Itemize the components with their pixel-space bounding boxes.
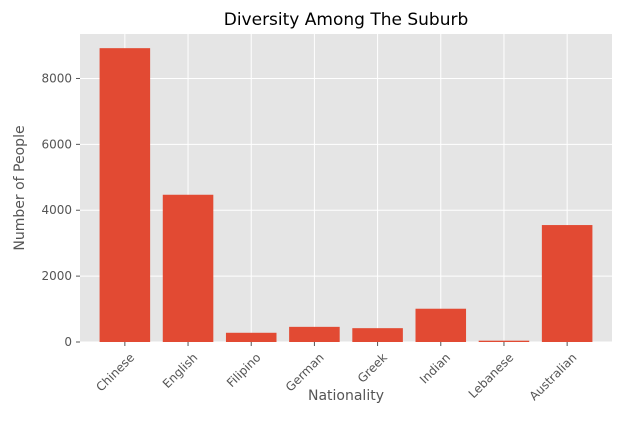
bar-chinese [99,48,151,343]
x-tick-label: Indian [417,350,453,386]
bar-indian [415,308,467,342]
x-tick-label: Greek [355,350,390,385]
bar-greek [352,328,403,342]
bars [99,48,593,343]
y-axis-label: Number of People [12,125,28,250]
x-tick-label: Australian [527,350,580,403]
bar-lebanese [478,340,530,342]
bar-german [289,326,340,342]
bar-filipino [225,332,277,342]
y-tick-label: 8000 [41,71,72,85]
x-tick-label: Chinese [93,350,137,394]
chart-title: Diversity Among The Suburb [224,10,469,30]
y-tick-label: 4000 [41,203,72,217]
x-tick-label: English [160,350,201,391]
bar-australian [541,225,593,342]
x-tick-label: Filipino [224,350,264,390]
plot-area [80,34,612,342]
x-axis-label: Nationality [308,388,384,404]
y-tick-label: 6000 [41,137,72,151]
x-tick-label: Lebanese [466,350,517,401]
y-tick-label: 0 [64,335,72,349]
y-axis-ticks: 0 2000 4000 6000 8000 [41,71,80,349]
bar-english [162,194,214,342]
y-tick-label: 2000 [41,269,72,283]
